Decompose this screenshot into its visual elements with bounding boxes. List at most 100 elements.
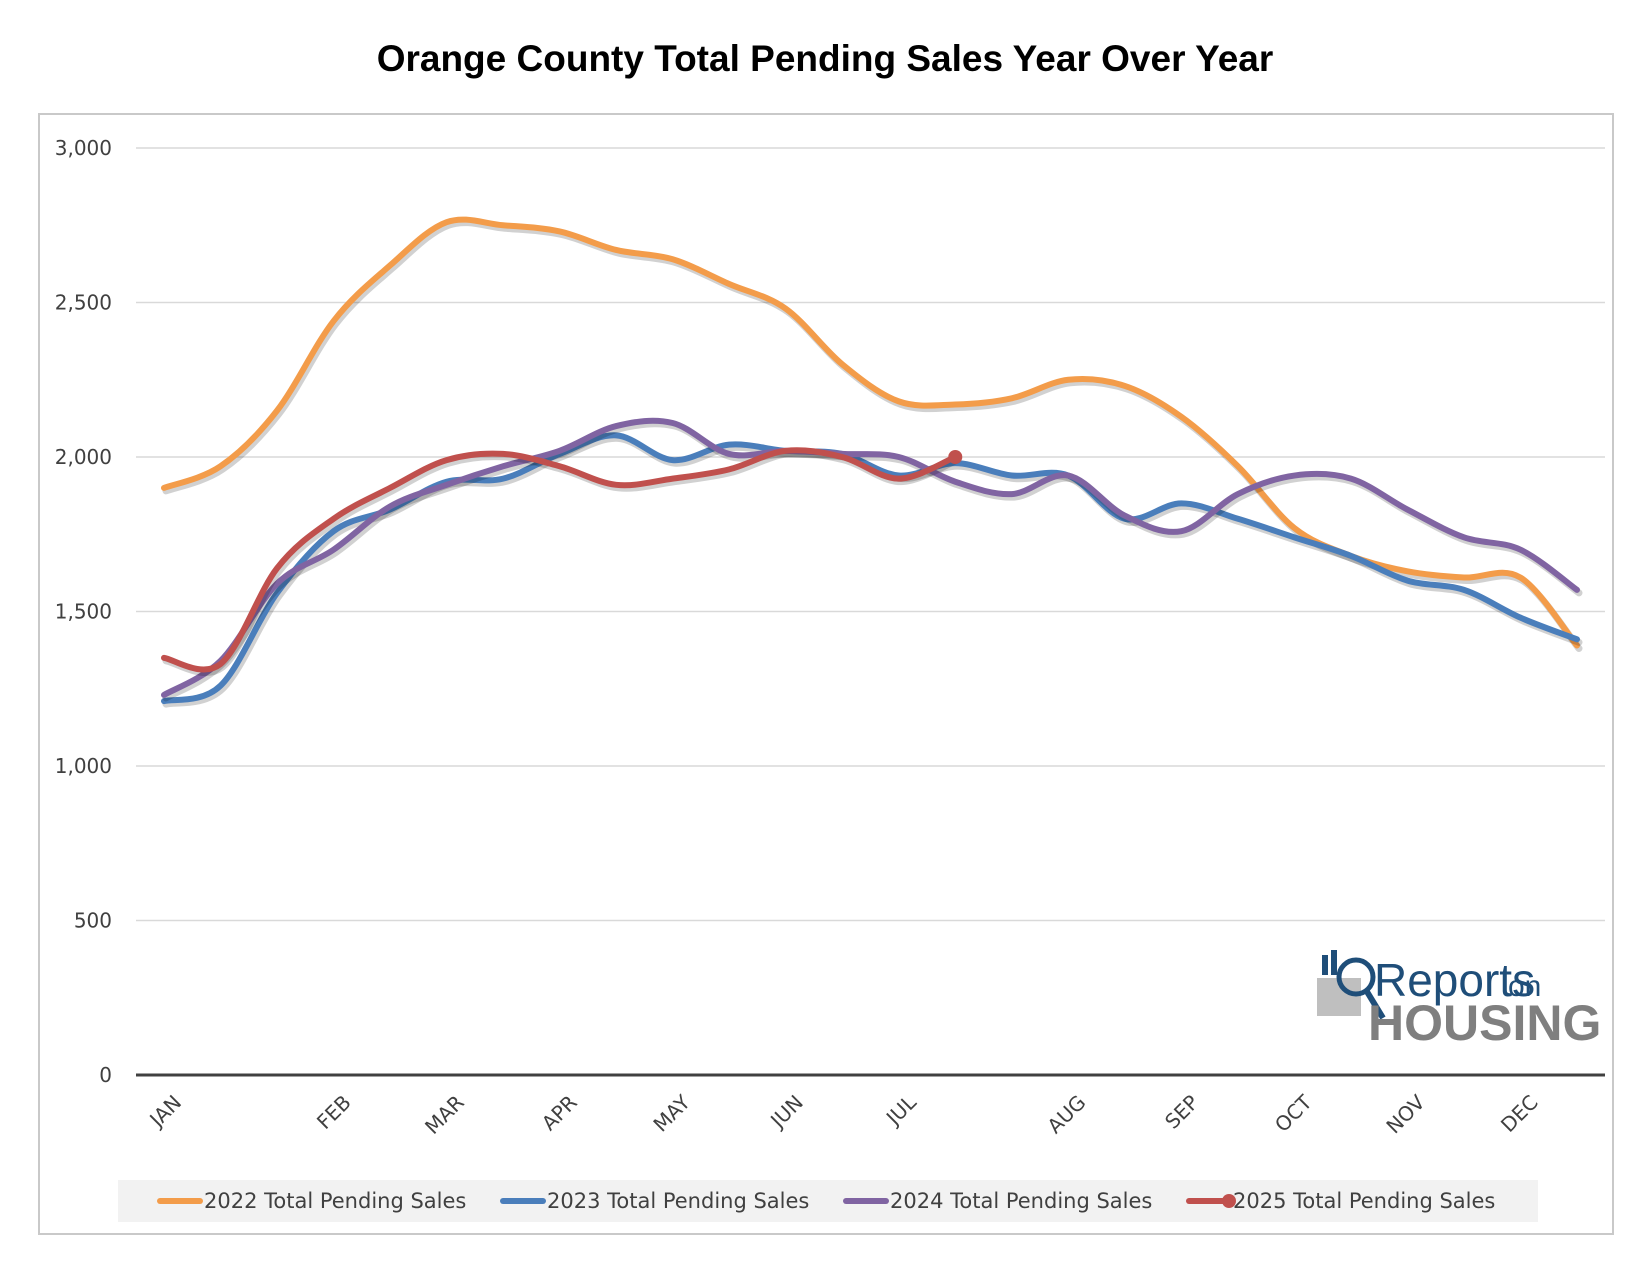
data-point	[1404, 578, 1410, 584]
x-tick-label: JUN	[764, 1090, 807, 1133]
data-point	[670, 476, 676, 482]
logo-bar-icon	[1331, 950, 1337, 975]
data-point	[387, 262, 393, 268]
data-point	[1235, 516, 1241, 522]
y-axis-ticks: 0 500 1,000 1,500 2,000 2,500 3,000	[55, 136, 112, 1087]
data-point	[557, 228, 563, 234]
data-point	[1235, 463, 1241, 469]
y-tick-label: 500	[74, 909, 112, 933]
legend-label-1: 2022 Total Pending Sales	[204, 1189, 466, 1213]
data-point	[218, 683, 224, 689]
data-point	[670, 420, 676, 426]
data-point	[1122, 513, 1128, 519]
data-point	[161, 655, 167, 661]
data-point	[839, 454, 845, 460]
series-line-shadow	[162, 219, 1583, 652]
data-point	[1009, 473, 1015, 479]
y-tick-label: 2,500	[55, 291, 112, 315]
data-point	[1178, 500, 1184, 506]
legend: 2022 Total Pending Sales 2023 Total Pendi…	[118, 1180, 1538, 1222]
data-point	[783, 306, 789, 312]
chart-title: Orange County Total Pending Sales Year O…	[376, 38, 1274, 79]
y-tick-label: 1,500	[55, 600, 112, 624]
data-point	[726, 451, 732, 457]
data-point	[500, 463, 506, 469]
x-tick-label: OCT	[1270, 1090, 1317, 1137]
x-tick-label: FEB	[312, 1090, 356, 1134]
data-point	[1235, 491, 1241, 497]
data-point	[1291, 525, 1297, 531]
data-point	[948, 450, 963, 464]
x-tick-label: DEC	[1496, 1090, 1543, 1137]
series-line-shadow	[162, 434, 1583, 708]
logo-text-on: on	[1508, 970, 1541, 1003]
legend-label-4: 2025 Total Pending Sales	[1233, 1189, 1495, 1213]
data-point	[896, 454, 902, 460]
legend-marker	[1222, 1194, 1236, 1208]
data-point	[331, 318, 337, 324]
data-point	[1517, 575, 1523, 581]
legend-label-3: 2024 Total Pending Sales	[890, 1189, 1152, 1213]
data-point	[1517, 615, 1523, 621]
data-point	[161, 692, 167, 698]
data-point	[1065, 377, 1071, 383]
data-point	[670, 256, 676, 262]
data-point	[331, 516, 337, 522]
data-point	[218, 463, 224, 469]
data-point	[444, 457, 450, 463]
data-point	[1404, 507, 1410, 513]
series-lines	[161, 216, 1583, 708]
data-point	[387, 485, 393, 491]
data-point	[1461, 534, 1467, 540]
data-point	[1291, 534, 1297, 540]
logo-bar-icon	[1322, 955, 1328, 975]
legend-background	[118, 1180, 1538, 1222]
data-point	[726, 466, 732, 472]
data-point	[1517, 547, 1523, 553]
data-point	[500, 222, 506, 228]
data-point	[500, 476, 506, 482]
data-point	[444, 482, 450, 488]
y-tick-label: 1,000	[55, 754, 112, 778]
data-point	[896, 476, 902, 482]
data-point	[896, 398, 902, 404]
data-point	[1348, 553, 1354, 559]
data-point	[274, 408, 280, 414]
logo-magnifier-icon	[1336, 957, 1376, 997]
data-point	[1178, 414, 1184, 420]
data-point	[161, 485, 167, 491]
data-point	[1461, 587, 1467, 593]
x-tick-label: SEP	[1160, 1090, 1203, 1133]
x-tick-label: MAR	[420, 1090, 469, 1139]
data-point	[1009, 395, 1015, 401]
data-point	[1178, 528, 1184, 534]
x-axis-ticks: JAN FEB MAR APR MAY JUN JUL AUG SEP OCT NOV DEC	[144, 1090, 1543, 1139]
reports-on-housing-logo: Reports on HOUSING	[1317, 950, 1601, 1051]
data-point	[726, 281, 732, 287]
y-tick-label: 0	[99, 1063, 112, 1087]
data-point	[613, 423, 619, 429]
data-point	[444, 219, 450, 225]
legend-label-2: 2023 Total Pending Sales	[547, 1189, 809, 1213]
data-point	[1348, 476, 1354, 482]
data-point	[218, 661, 224, 667]
x-tick-label: AUG	[1043, 1090, 1091, 1138]
data-point	[613, 247, 619, 253]
series-line-4	[161, 447, 959, 673]
data-point	[1291, 473, 1297, 479]
data-point	[839, 361, 845, 367]
data-point	[1574, 587, 1580, 593]
data-point	[952, 479, 958, 485]
data-point	[331, 528, 337, 534]
data-point	[557, 463, 563, 469]
x-tick-label: JUL	[880, 1090, 921, 1131]
data-point	[1065, 473, 1071, 479]
data-point	[952, 401, 958, 407]
series-line-3	[161, 417, 1580, 698]
data-point	[500, 451, 506, 457]
data-point	[331, 547, 337, 553]
data-point	[670, 457, 676, 463]
y-tick-label: 2,000	[55, 445, 112, 469]
data-point	[387, 503, 393, 509]
